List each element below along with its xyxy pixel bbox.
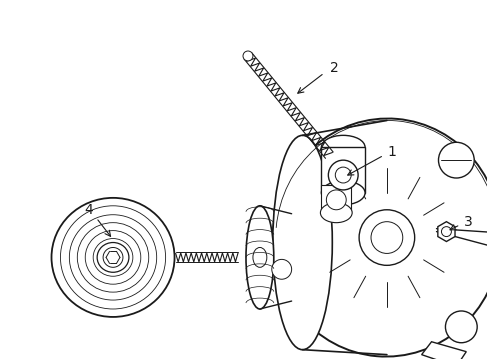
Ellipse shape — [97, 243, 129, 272]
Ellipse shape — [445, 311, 476, 343]
Ellipse shape — [243, 51, 252, 61]
Ellipse shape — [321, 181, 365, 205]
Ellipse shape — [272, 118, 488, 357]
Text: 2: 2 — [329, 61, 338, 75]
Ellipse shape — [272, 135, 332, 350]
Polygon shape — [437, 222, 454, 242]
Ellipse shape — [321, 135, 365, 159]
Ellipse shape — [325, 190, 346, 210]
Ellipse shape — [441, 227, 450, 237]
Text: 3: 3 — [463, 215, 472, 229]
Text: 4: 4 — [83, 203, 92, 217]
Ellipse shape — [103, 247, 122, 267]
Ellipse shape — [438, 142, 473, 178]
Text: 1: 1 — [386, 145, 395, 159]
Ellipse shape — [245, 206, 273, 309]
Ellipse shape — [271, 260, 291, 279]
Ellipse shape — [335, 167, 350, 183]
Ellipse shape — [327, 160, 357, 190]
Ellipse shape — [320, 203, 351, 223]
Ellipse shape — [51, 198, 174, 317]
Ellipse shape — [252, 247, 266, 267]
Polygon shape — [421, 342, 466, 360]
Ellipse shape — [370, 222, 402, 253]
Polygon shape — [321, 147, 365, 193]
Polygon shape — [321, 185, 350, 213]
Ellipse shape — [358, 210, 414, 265]
